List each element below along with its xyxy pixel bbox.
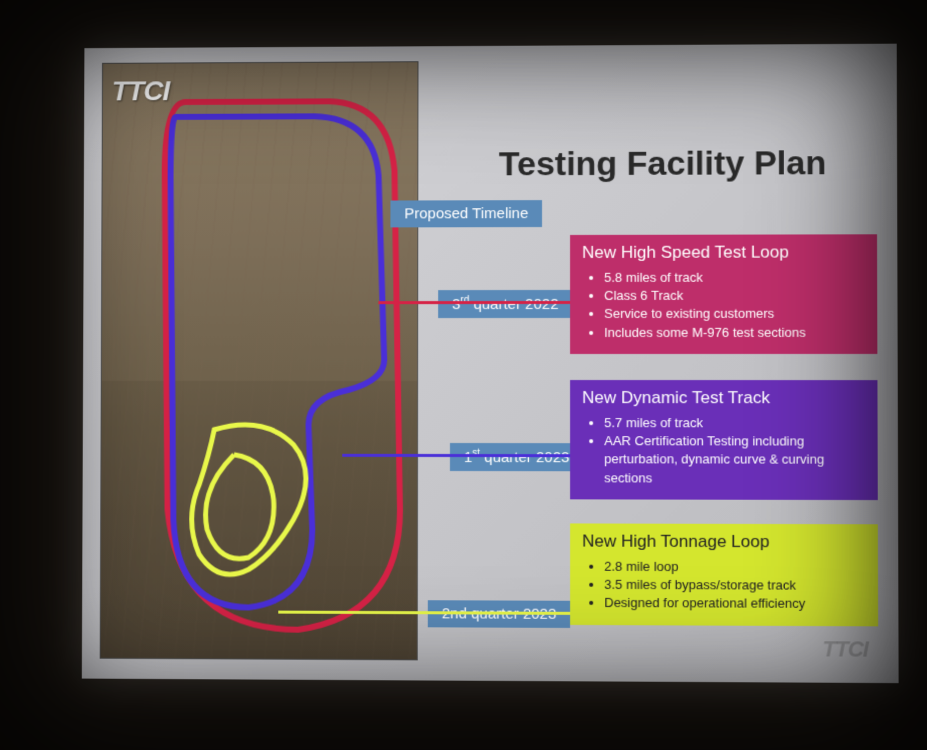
logo-top: TTCI <box>112 75 169 107</box>
list-item: Class 6 Track <box>604 287 865 306</box>
yellow-box-list: 2.8 mile loop 3.5 miles of bypass/storag… <box>582 558 866 614</box>
yellow-info-box: New High Tonnage Loop 2.8 mile loop 3.5 … <box>570 523 878 625</box>
list-item: 3.5 miles of bypass/storage track <box>604 576 866 595</box>
aerial-photo-base <box>100 61 419 660</box>
q1-post: quarter 2023 <box>480 449 569 466</box>
list-item: 5.8 miles of track <box>604 268 865 287</box>
slide: TTCI Testing Facility Plan Proposed Time… <box>82 44 899 683</box>
proposed-timeline-label: Proposed Timeline <box>390 200 542 227</box>
purple-info-box: New Dynamic Test Track 5.7 miles of trac… <box>570 380 878 500</box>
list-item: Designed for operational efficiency <box>604 594 866 613</box>
red-box-list: 5.8 miles of track Class 6 Track Service… <box>582 268 865 341</box>
watermark-logo: TTCI <box>822 636 868 663</box>
red-info-box: New High Speed Test Loop 5.8 miles of tr… <box>570 234 877 353</box>
list-item: Includes some M-976 test sections <box>604 323 865 341</box>
list-item: 2.8 mile loop <box>604 558 866 577</box>
red-box-title: New High Speed Test Loop <box>582 242 865 263</box>
q3-post: quarter 2022 <box>469 296 558 313</box>
list-item: 5.7 miles of track <box>604 414 865 433</box>
purple-box-title: New Dynamic Test Track <box>582 388 865 408</box>
slide-title: Testing Facility Plan <box>499 144 827 184</box>
list-item: AAR Certification Testing including pert… <box>604 432 865 487</box>
purple-connector-line <box>342 454 570 457</box>
red-connector-line <box>378 301 570 304</box>
purple-box-list: 5.7 miles of track AAR Certification Tes… <box>582 414 865 488</box>
list-item: Service to existing customers <box>604 305 865 323</box>
yellow-box-title: New High Tonnage Loop <box>582 532 866 553</box>
